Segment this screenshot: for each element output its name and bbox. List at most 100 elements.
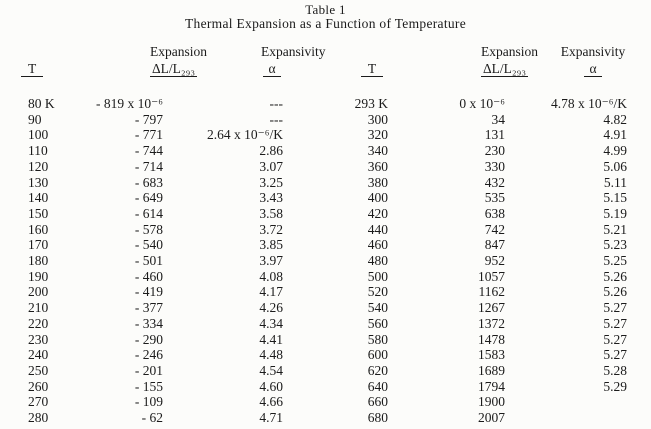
table-row: 100 - 771 2.64 x 10⁻⁶/K 320 131 4.91: [0, 127, 627, 143]
temp-header-right: T: [283, 60, 388, 77]
temp-right-cell: 540: [367, 300, 388, 316]
temp-left-cell: 80 K: [28, 96, 55, 111]
expansion-right-cell: 0 x 10⁻⁶: [459, 96, 505, 111]
table-row: 150 - 614 3.58 420 638 5.19: [0, 206, 627, 222]
expansion-left-cell: - 246: [134, 347, 163, 363]
table-row: 130 - 683 3.25 380 432 5.11: [0, 175, 627, 191]
temp-left-cell: 150: [28, 205, 49, 221]
temp-header-label: T: [21, 61, 44, 77]
temp-right-cell: 440: [367, 221, 388, 237]
expansion-left-cell: - 334: [134, 315, 163, 331]
expansivity-right-cell: 5.25: [603, 253, 627, 269]
expansivity-left-cell: 4.48: [259, 347, 283, 363]
temp-right-cell: 300: [367, 111, 388, 127]
expansivity-left-cell: 4.60: [259, 378, 283, 394]
expansion-header-label: Expansion: [150, 44, 207, 60]
expansivity-right-cell: 5.23: [603, 237, 627, 253]
temp-left-cell: 170: [28, 237, 49, 253]
expansivity-right-cell: 5.15: [603, 190, 627, 206]
temp-right-cell: 380: [367, 174, 388, 190]
expansion-left-cell: - 419: [134, 284, 163, 300]
table-body: 80 K - 819 x 10⁻⁶ --- 293 K 0 x 10⁻⁶ 4.78 x 1…: [0, 96, 627, 426]
table-subtitle: Thermal Expansion as a Function of Tempe…: [184, 16, 467, 31]
table-number-title: Table 1: [305, 2, 346, 17]
temp-right-cell: 580: [367, 331, 388, 347]
expansion-left-cell: - 714: [134, 158, 163, 174]
expansivity-left-cell: 3.43: [259, 190, 283, 206]
expansion-left-cell: - 460: [134, 268, 163, 284]
expansion-right-cell: 230: [484, 143, 505, 159]
table-header: Expansion Expansivity Expansion Expansiv…: [0, 44, 627, 96]
header-row-bottom: T ΔL/L₂₉₃ α T ΔL/L₂₉₃ α: [0, 60, 627, 77]
expansion-right-cell: 131: [484, 127, 505, 143]
temp-header-left: T: [0, 60, 90, 77]
expansivity-header-left: Expansivity: [163, 44, 326, 60]
expansion-left-cell: - 155: [134, 378, 163, 394]
table-row: 200 - 419 4.17 520 1162 5.26: [0, 284, 627, 300]
expansion-left-cell: - 290: [134, 331, 163, 347]
temp-right-cell: 320: [367, 127, 388, 143]
expansion-right-cell: 1900: [478, 394, 505, 410]
table-row: 280 - 62 4.71 680 2007: [0, 410, 627, 426]
expansion-left-cell: - 683: [134, 174, 163, 190]
expansivity-left-cell: 3.97: [259, 253, 283, 269]
table-row: 230 - 290 4.41 580 1478 5.27: [0, 332, 627, 348]
header-spacer: [0, 44, 90, 60]
expansion-left-cell: - 201: [134, 362, 163, 378]
table-row: 120 - 714 3.07 360 330 5.06: [0, 159, 627, 175]
expansion-right-cell: 1267: [478, 300, 505, 316]
expansivity-right-cell: 4.91: [603, 127, 627, 143]
expansion-header-label: Expansion: [481, 44, 538, 60]
expansion-right-cell: 1583: [478, 347, 505, 363]
temp-left-cell: 140: [28, 190, 49, 206]
expansivity-left-cell: 4.54: [259, 362, 283, 378]
table-row: 80 K - 819 x 10⁻⁶ --- 293 K 0 x 10⁻⁶ 4.78 x 1…: [0, 96, 627, 112]
expansion-header-right: Expansion: [388, 44, 538, 60]
expansivity-left-cell: 4.41: [259, 331, 283, 347]
temp-left-cell: 160: [28, 221, 49, 237]
temp-right-cell: 480: [367, 253, 388, 269]
expansion-right-cell: 1057: [478, 268, 505, 284]
temp-left-cell: 280: [28, 410, 49, 426]
expansivity-right-cell: 5.11: [603, 174, 627, 190]
header-gap: [0, 77, 627, 96]
table-row: 240 - 246 4.48 600 1583 5.27: [0, 347, 627, 363]
temp-right-cell: 640: [367, 378, 388, 394]
expansivity-right-cell: [505, 394, 627, 410]
expansion-right-cell: 742: [484, 221, 505, 237]
expansion-right-cell: 34: [491, 111, 506, 127]
temp-right-cell: 500: [367, 268, 388, 284]
expansion-left-cell: - 540: [134, 237, 163, 253]
expansivity-right-cell: 5.27: [603, 331, 627, 347]
expansion-left-cell: - 649: [134, 190, 163, 206]
expansivity-left-cell: 4.71: [259, 410, 283, 426]
expansivity-right-cell: 5.27: [603, 315, 627, 331]
header-row-top: Expansion Expansivity Expansion Expansiv…: [0, 44, 627, 60]
temp-left-cell: 230: [28, 331, 49, 347]
expansivity-left-cell: 3.25: [259, 174, 283, 190]
header-gap-cell: [0, 77, 627, 96]
expansivity-left-cell: 3.72: [259, 221, 283, 237]
expansivity-right-cell: 4.82: [603, 111, 627, 127]
temp-left-cell: 120: [28, 158, 49, 174]
expansion-ratio-header-right: ΔL/L₂₉₃: [388, 60, 529, 77]
expansion-right-cell: 952: [484, 253, 505, 269]
temp-left-cell: 200: [28, 284, 49, 300]
temp-left-cell: 110: [28, 143, 48, 159]
expansivity-left-cell: 4.66: [259, 394, 283, 410]
expansion-right-cell: 1794: [478, 378, 505, 394]
expansivity-left-cell: 4.26: [259, 300, 283, 316]
expansivity-right-cell: 5.27: [603, 347, 627, 363]
expansion-left-cell: - 578: [134, 221, 163, 237]
expansivity-left-cell: 2.86: [259, 143, 283, 159]
temp-right-cell: 360: [367, 158, 388, 174]
table-row: 260 - 155 4.60 640 1794 5.29: [0, 379, 627, 395]
temp-header-label: T: [360, 61, 384, 77]
temp-left-cell: 250: [28, 362, 49, 378]
thermal-expansion-table: Expansion Expansivity Expansion Expansiv…: [0, 44, 627, 426]
expansivity-header-label: Expansivity: [560, 44, 626, 60]
expansion-header-left: Expansion: [90, 44, 207, 60]
expansivity-right-cell: 5.19: [603, 205, 627, 221]
expansion-ratio-header-left: ΔL/L₂₉₃: [90, 60, 198, 77]
